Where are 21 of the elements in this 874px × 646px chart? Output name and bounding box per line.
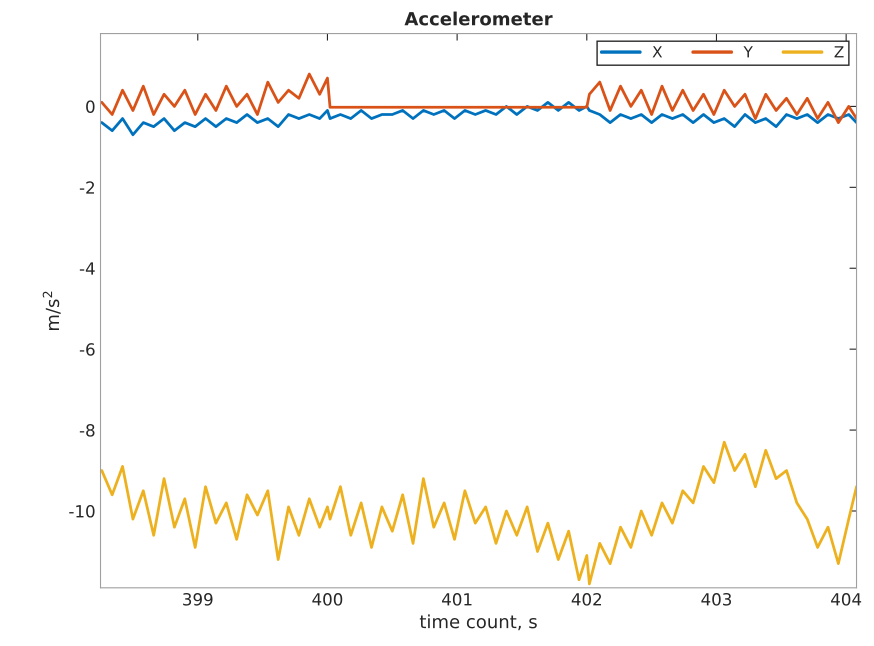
chart-title: Accelerometer (404, 12, 553, 26)
x-tick-label: 400 (312, 593, 342, 606)
y-tick-label: -10 (69, 504, 95, 518)
x-tick-label: 399 (183, 593, 212, 606)
y-axis-title: m/s$^{2}$ (42, 292, 61, 330)
y-tick-label: 0 (86, 100, 95, 113)
line-series (100, 100, 857, 136)
legend-label: X (652, 46, 662, 58)
x-tick-label: 404 (831, 593, 862, 606)
line-series (100, 72, 857, 124)
x-tick-label: 401 (442, 593, 472, 606)
y-tick-label: -4 (80, 262, 95, 275)
x-axis-title: time count, s (420, 614, 537, 630)
y-tick-label: -2 (80, 181, 94, 194)
line-series (100, 440, 857, 586)
x-tick-label: 402 (572, 593, 602, 606)
legend-label: Z (834, 46, 844, 58)
x-tick-label: 403 (701, 593, 732, 606)
legend-label: Y (744, 46, 753, 58)
y-tick-label: -6 (80, 343, 95, 356)
y-tick-label: -8 (80, 424, 95, 437)
